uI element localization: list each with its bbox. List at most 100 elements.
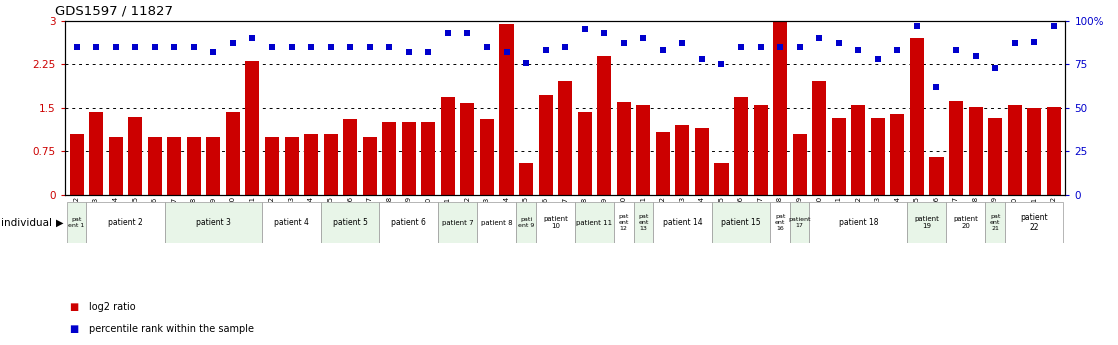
Point — [947, 48, 965, 53]
Bar — [832, 118, 846, 195]
Bar — [851, 105, 865, 195]
Bar — [1027, 108, 1041, 195]
Bar — [539, 95, 552, 195]
Bar — [1046, 107, 1061, 195]
Text: patient
10: patient 10 — [543, 216, 568, 229]
Bar — [86, 202, 164, 243]
Text: patient 3: patient 3 — [196, 218, 230, 227]
Point — [184, 44, 202, 50]
Bar — [440, 97, 455, 195]
Bar — [500, 23, 513, 195]
Text: pat
ent
13: pat ent 13 — [638, 214, 648, 231]
Bar — [401, 122, 416, 195]
Bar — [714, 163, 729, 195]
Bar — [480, 119, 494, 195]
Point — [751, 44, 769, 50]
Text: patient
22: patient 22 — [1021, 213, 1048, 232]
Bar — [304, 134, 319, 195]
Bar — [929, 157, 944, 195]
Bar — [770, 202, 790, 243]
Point — [263, 44, 281, 50]
Point — [557, 44, 575, 50]
Point — [302, 44, 320, 50]
Text: pat
ent 1: pat ent 1 — [68, 217, 85, 228]
Bar — [265, 137, 280, 195]
Bar — [362, 137, 377, 195]
Point — [87, 44, 105, 50]
Bar — [773, 21, 787, 195]
Text: pat
ent
12: pat ent 12 — [618, 214, 629, 231]
Bar — [636, 105, 651, 195]
Bar — [968, 107, 983, 195]
Bar — [907, 202, 946, 243]
Bar — [653, 202, 712, 243]
Bar — [1005, 202, 1063, 243]
Point — [908, 23, 926, 29]
Point — [537, 48, 555, 53]
Text: patient 8: patient 8 — [481, 219, 512, 226]
Text: individual: individual — [1, 218, 53, 227]
Point — [244, 36, 262, 41]
Text: patient 7: patient 7 — [442, 219, 474, 226]
Point — [224, 41, 241, 46]
Bar — [949, 101, 963, 195]
Point — [986, 65, 1004, 70]
Point — [811, 36, 828, 41]
Bar — [382, 122, 396, 195]
Bar — [379, 202, 438, 243]
Bar — [656, 132, 670, 195]
Bar — [461, 103, 474, 195]
Bar — [946, 202, 985, 243]
Point — [889, 48, 907, 53]
Bar — [910, 38, 923, 195]
Bar — [809, 202, 907, 243]
Text: pat
ent
21: pat ent 21 — [989, 214, 1001, 231]
Point — [439, 30, 457, 36]
Bar — [754, 105, 768, 195]
Point — [634, 36, 652, 41]
Point — [458, 30, 476, 36]
Bar — [67, 202, 86, 243]
Bar — [207, 137, 220, 195]
Point — [654, 48, 672, 53]
Point — [518, 60, 536, 65]
Bar — [617, 102, 631, 195]
Text: patient 5: patient 5 — [333, 218, 368, 227]
Point — [790, 44, 808, 50]
Point — [830, 41, 847, 46]
Point — [126, 44, 144, 50]
Point — [1025, 39, 1043, 45]
Point — [341, 44, 359, 50]
Bar — [793, 134, 807, 195]
Point — [419, 49, 437, 55]
Bar — [988, 118, 1002, 195]
Point — [106, 44, 124, 50]
Text: patient
17: patient 17 — [788, 217, 811, 228]
Bar — [517, 202, 536, 243]
Text: patient 18: patient 18 — [838, 218, 878, 227]
Bar — [812, 80, 826, 195]
Bar — [438, 202, 477, 243]
Bar — [575, 202, 614, 243]
Point — [400, 49, 418, 55]
Text: patient 4: patient 4 — [274, 218, 309, 227]
Text: ■: ■ — [69, 302, 78, 312]
Point — [165, 44, 183, 50]
Point — [576, 27, 594, 32]
Bar — [871, 118, 884, 195]
Point — [1006, 41, 1024, 46]
Point — [693, 56, 711, 62]
Bar — [890, 114, 904, 195]
Bar — [421, 122, 435, 195]
Bar — [1007, 105, 1022, 195]
Point — [498, 49, 515, 55]
Text: ▶: ▶ — [56, 218, 64, 227]
Text: percentile rank within the sample: percentile rank within the sample — [89, 325, 255, 334]
Point — [67, 44, 85, 50]
Point — [595, 30, 613, 36]
Point — [869, 56, 887, 62]
Point — [479, 44, 496, 50]
Point — [145, 44, 163, 50]
Point — [283, 44, 301, 50]
Point — [361, 44, 379, 50]
